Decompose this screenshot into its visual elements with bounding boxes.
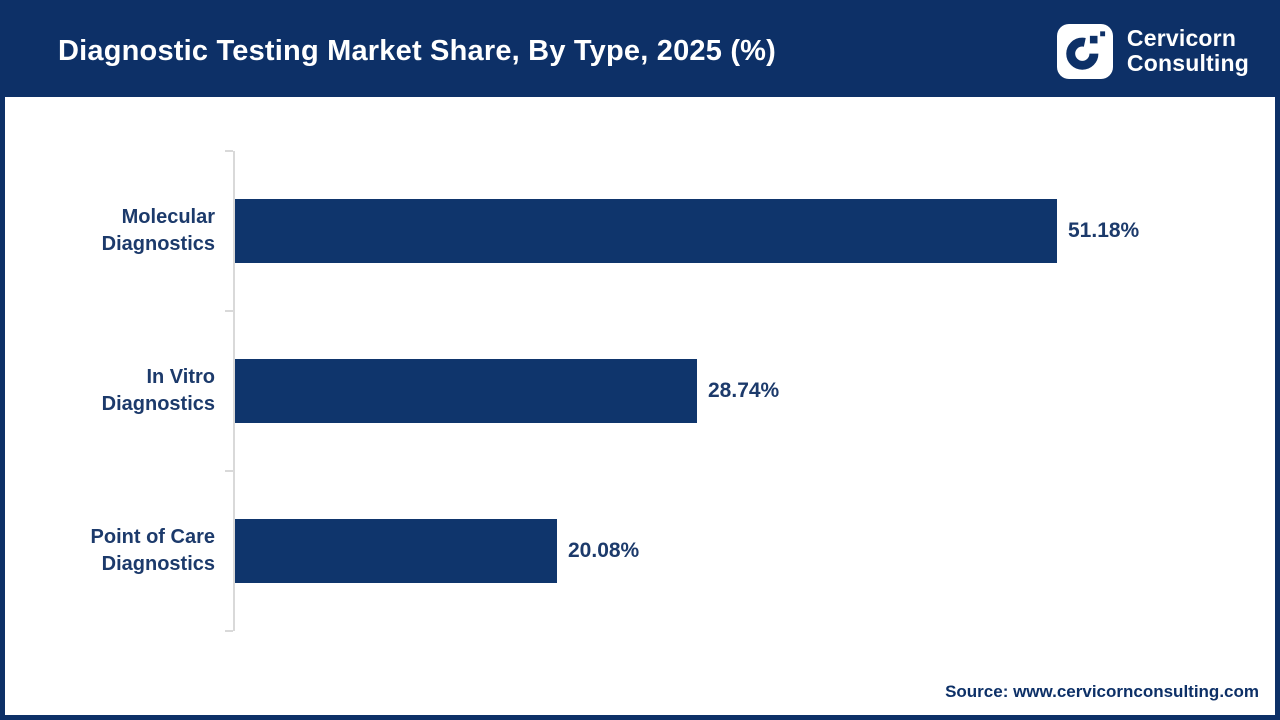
source-attribution: Source: www.cervicornconsulting.com — [945, 682, 1259, 701]
bar-molecular-diagnostics — [235, 199, 1057, 263]
category-label-line1: In Vitro — [146, 366, 215, 388]
category-label-line2: Diagnostics — [101, 393, 215, 415]
value-label: 20.08% — [568, 539, 640, 562]
bar-chart: Molecular Diagnostics 51.18% In Vitro Di… — [5, 97, 1275, 715]
category-label-line2: Diagnostics — [101, 553, 215, 575]
axis-tick — [225, 150, 233, 152]
cervicorn-logo-icon — [1056, 23, 1113, 79]
axis-tick — [225, 630, 233, 632]
bar-row-in-vitro-diagnostics: In Vitro Diagnostics 28.74% — [5, 311, 1275, 471]
bar-in-vitro-diagnostics — [235, 359, 697, 423]
category-label: Molecular Diagnostics — [5, 204, 235, 258]
category-label-line2: Diagnostics — [101, 233, 215, 255]
value-label: 51.18% — [1068, 219, 1140, 242]
bar-row-molecular-diagnostics: Molecular Diagnostics 51.18% — [5, 151, 1275, 311]
category-label-line1: Molecular — [121, 206, 215, 228]
category-label-line1: Point of Care — [90, 526, 215, 548]
header-band: Diagnostic Testing Market Share, By Type… — [5, 5, 1275, 97]
brand-name: Cervicorn Consulting — [1126, 24, 1249, 77]
axis-tick — [225, 470, 233, 472]
bar-row-point-of-care-diagnostics: Point of Care Diagnostics 20.08% — [5, 471, 1275, 631]
y-axis-line — [233, 151, 235, 631]
brand-logo: Cervicorn Consulting — [1056, 23, 1249, 79]
c-mark-icon — [1066, 31, 1105, 70]
value-label: 28.74% — [708, 379, 780, 402]
category-label: In Vitro Diagnostics — [5, 364, 235, 418]
axis-tick — [225, 310, 233, 312]
category-label: Point of Care Diagnostics — [5, 524, 235, 578]
chart-title: Diagnostic Testing Market Share, By Type… — [58, 34, 777, 67]
bar-point-of-care-diagnostics — [235, 519, 557, 583]
brand-name-line1: Cervicorn — [1126, 24, 1237, 51]
brand-name-line2: Consulting — [1126, 50, 1249, 76]
